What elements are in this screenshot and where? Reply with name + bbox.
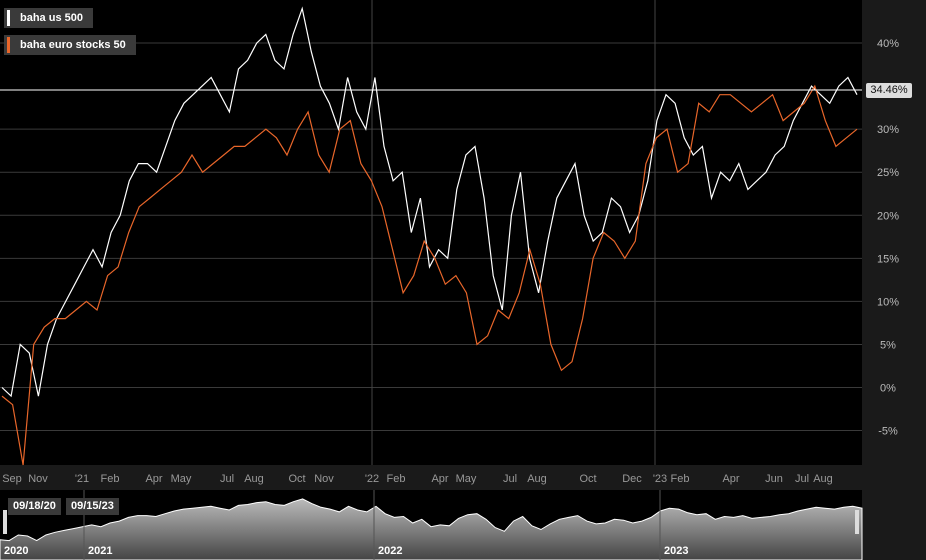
navigator-handle-left[interactable]	[3, 510, 7, 534]
x-tick-label: Dec	[622, 473, 642, 485]
navigator-year-label: 2021	[88, 545, 112, 557]
y-tick-label: 30%	[877, 124, 899, 136]
legend-swatch-icon	[7, 37, 10, 53]
x-tick-label: '22	[365, 473, 379, 485]
navigator-year-label: 2020	[4, 545, 28, 557]
navigator-end-date: 09/15/23	[66, 498, 119, 515]
y-tick-label: 20%	[877, 210, 899, 222]
x-tick-label: Feb	[387, 473, 406, 485]
x-tick-label: Sep	[2, 473, 22, 485]
navigator-area	[0, 498, 863, 560]
axis-panel-bottom	[0, 465, 926, 490]
x-tick-label: Oct	[288, 473, 305, 485]
legend-item-us500[interactable]: baha us 500	[4, 8, 93, 28]
legend-label: baha euro stocks 50	[20, 39, 126, 51]
x-tick-label: '23	[653, 473, 667, 485]
x-tick-label: Oct	[579, 473, 596, 485]
x-tick-label: Feb	[101, 473, 120, 485]
x-tick-label: Apr	[722, 473, 739, 485]
legend-swatch-icon	[7, 10, 10, 26]
main-chart[interactable]: -5% 0% 5% 10% 15% 20% 25% 30% 40% Sep Nov '21 Feb Apr…	[0, 0, 926, 490]
x-tick-label: Aug	[244, 473, 264, 485]
series-line-us500	[1, 6, 858, 398]
x-tick-label: Jun	[765, 473, 783, 485]
x-tick-label: Apr	[145, 473, 162, 485]
series-line-euro50	[1, 84, 858, 466]
x-tick-label: Apr	[431, 473, 448, 485]
x-tick-label: Jul	[795, 473, 809, 485]
x-tick-label: Nov	[28, 473, 48, 485]
x-tick-label: May	[456, 473, 477, 485]
y-tick-label: 5%	[880, 339, 896, 351]
y-tick-label: 15%	[877, 253, 899, 265]
x-tick-label: Nov	[314, 473, 334, 485]
navigator[interactable]: 2020 2021 2022 2023	[0, 490, 926, 560]
x-tick-label: May	[171, 473, 192, 485]
axis-panel-right	[862, 0, 926, 465]
y-tick-label: 25%	[877, 167, 899, 179]
navigator-year-label: 2022	[378, 545, 402, 557]
x-tick-label: Aug	[813, 473, 833, 485]
y-tick-label: -5%	[878, 426, 898, 438]
current-value-label: 34.46%	[866, 83, 912, 98]
legend-label: baha us 500	[20, 12, 83, 24]
y-tick-label: 10%	[877, 296, 899, 308]
navigator-year-label: 2023	[664, 545, 688, 557]
x-tick-label: Jul	[220, 473, 234, 485]
legend-item-euro50[interactable]: baha euro stocks 50	[4, 35, 136, 55]
x-tick-label: Aug	[527, 473, 547, 485]
x-tick-label: Feb	[671, 473, 690, 485]
x-tick-label: Jul	[503, 473, 517, 485]
navigator-start-date: 09/18/20	[8, 498, 61, 515]
y-tick-label: 0%	[880, 383, 896, 395]
navigator-handle-right[interactable]	[855, 510, 859, 534]
y-tick-label: 40%	[877, 38, 899, 50]
x-tick-label: '21	[75, 473, 89, 485]
